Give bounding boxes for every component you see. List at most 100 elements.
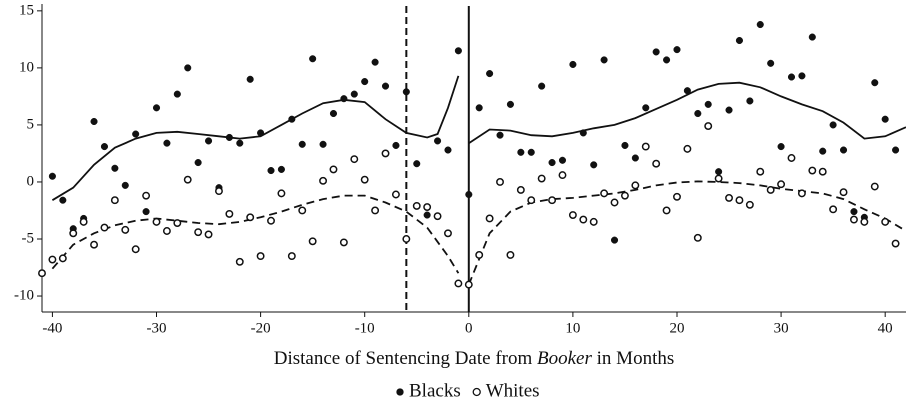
point — [277, 165, 285, 173]
point — [486, 70, 494, 78]
point — [881, 217, 890, 226]
point — [881, 115, 889, 123]
point — [798, 72, 806, 80]
point — [485, 214, 494, 223]
point — [38, 269, 46, 278]
point — [215, 187, 223, 196]
point — [808, 166, 817, 175]
point — [766, 185, 775, 194]
point — [152, 217, 161, 226]
fit-line — [468, 81, 906, 144]
point — [423, 203, 432, 212]
point — [329, 165, 338, 174]
point — [600, 189, 609, 198]
point — [558, 156, 567, 164]
point — [173, 219, 182, 227]
point — [621, 141, 629, 150]
point — [371, 206, 380, 215]
point — [610, 236, 619, 244]
point — [162, 227, 171, 235]
point — [111, 164, 119, 172]
point — [642, 104, 650, 112]
point — [506, 100, 514, 108]
x-tick-label: 0 — [465, 320, 473, 336]
point — [194, 228, 203, 237]
point — [454, 279, 463, 288]
x-tick-label: -40 — [42, 320, 62, 336]
point — [777, 180, 786, 189]
x-tick-label: -30 — [147, 320, 167, 336]
x-tick-label: 10 — [565, 320, 580, 336]
point — [121, 181, 129, 189]
point — [819, 147, 827, 155]
point — [496, 178, 504, 186]
point — [100, 223, 109, 232]
point — [100, 143, 109, 151]
y-tick-label: 15 — [19, 2, 34, 18]
point — [725, 106, 733, 114]
point — [350, 155, 359, 164]
point — [225, 133, 233, 142]
point — [745, 200, 754, 209]
point — [870, 182, 879, 191]
point — [225, 209, 234, 218]
point — [381, 149, 390, 158]
point — [850, 215, 858, 224]
point — [246, 75, 254, 83]
point — [152, 104, 161, 112]
point — [558, 171, 567, 180]
y-tick-label: 5 — [27, 116, 35, 132]
point — [58, 254, 67, 263]
point — [808, 33, 816, 41]
point — [631, 154, 639, 162]
point — [631, 181, 640, 190]
point — [381, 82, 390, 90]
point — [787, 73, 796, 81]
point — [694, 109, 702, 118]
point — [69, 229, 78, 238]
point — [360, 175, 369, 184]
legend-label: Blacks — [409, 380, 461, 401]
point — [548, 196, 557, 205]
point — [90, 240, 98, 249]
point — [516, 185, 525, 194]
point — [183, 175, 192, 184]
point — [756, 167, 765, 176]
point — [797, 189, 806, 198]
point — [475, 251, 484, 259]
point — [777, 143, 785, 151]
point — [413, 160, 421, 168]
point — [392, 141, 400, 150]
point — [340, 95, 348, 103]
point — [620, 191, 629, 200]
point — [891, 239, 900, 248]
point — [839, 146, 848, 154]
point — [402, 235, 411, 243]
point — [319, 140, 327, 148]
point — [839, 188, 848, 197]
x-axis-label: Distance of Sentencing Date from Booker … — [274, 348, 675, 369]
point — [589, 217, 598, 226]
point — [704, 122, 713, 131]
point — [48, 255, 57, 264]
point — [662, 206, 671, 215]
point — [569, 60, 577, 69]
legend: Blacks Whites — [396, 380, 540, 401]
point — [131, 245, 140, 254]
point — [194, 159, 202, 167]
point — [652, 159, 661, 168]
point — [236, 139, 244, 147]
point — [579, 129, 587, 137]
point — [663, 56, 671, 64]
x-tick-label: 30 — [774, 320, 789, 336]
x-label-part: in Months — [592, 348, 674, 369]
point — [683, 144, 692, 153]
y-tick-label: 0 — [27, 173, 35, 189]
point — [163, 139, 171, 147]
y-tick-label: -10 — [14, 287, 34, 303]
point — [246, 213, 255, 222]
point — [714, 174, 723, 183]
point — [267, 166, 275, 175]
point — [184, 64, 192, 72]
